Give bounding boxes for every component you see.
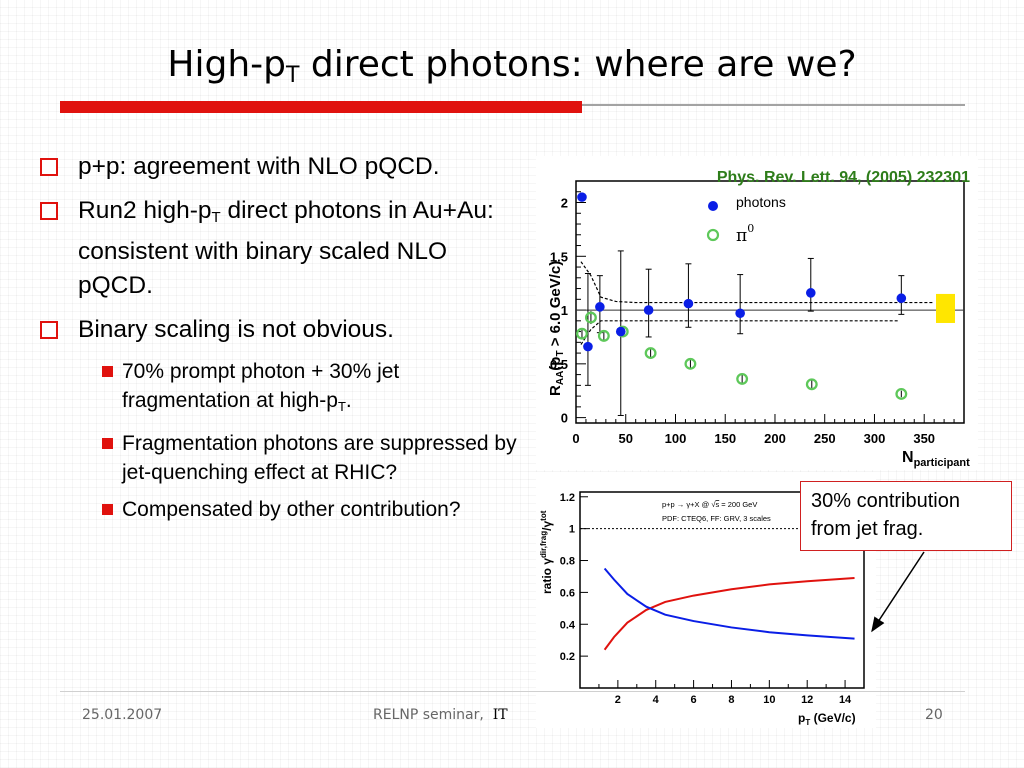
ratio-x-tick-label: 14	[839, 694, 852, 706]
filled-square-bullet-icon	[102, 438, 113, 449]
legend-pi0-marker	[706, 228, 720, 242]
bullet-text: p+p: agreement with NLO pQCD.	[78, 153, 440, 180]
raa-y-axis-label: RAA(pT > 6.0 GeV/c)	[547, 261, 566, 396]
raa-y-tick-label: 1.5	[550, 249, 568, 264]
footer-page-number: 20	[925, 707, 943, 723]
raa-x-tick-label: 0	[572, 431, 579, 446]
bullet-text-sub: T	[211, 209, 221, 226]
photon-data-point	[643, 305, 654, 315]
ratio-x-tick-label: 4	[653, 694, 660, 706]
callout-arrow-icon	[871, 551, 925, 633]
sub-bullet-item: 70% prompt photon + 30% jet fragmentatio…	[102, 357, 520, 421]
ratio-legend-line-1: p+p → γ+X @ √s = 200 GeV	[662, 500, 757, 509]
ratio-y-axis-label: ratio γdir,frag/γtot	[539, 510, 554, 594]
hollow-square-bullet-icon	[40, 321, 58, 339]
title-underline-gray	[582, 104, 965, 106]
bullet-text-pre: Run2 high-p	[78, 197, 212, 224]
ratio-x-tick-label: 6	[691, 694, 697, 706]
jet-frag-callout: 30% contribution from jet frag.	[800, 481, 1012, 551]
footer-rule	[60, 691, 965, 692]
raa-chart-title: Phys. Rev. Lett. 94, (2005) 232301	[717, 169, 970, 186]
bullet-text: Binary scaling is not obvious.	[78, 316, 394, 343]
ratio-x-tick-label: 10	[763, 694, 775, 706]
pi0-data-point	[576, 327, 588, 340]
ratio-y-tick-label: 1.2	[560, 492, 575, 504]
ratio-y-tick-label: 0.6	[560, 587, 575, 599]
pi0-data-point	[644, 347, 657, 360]
sub-bullet-text: Fragmentation photons are suppressed by …	[122, 432, 517, 484]
callout-line: from jet frag.	[811, 518, 924, 540]
hollow-square-bullet-icon	[40, 202, 58, 220]
raa-y-tick-label: 0.5	[550, 357, 568, 372]
legend-pi0-label: π0	[736, 222, 754, 246]
pi0-data-point	[736, 372, 749, 385]
ratio-y-tick-label: 0.8	[560, 556, 575, 568]
photon-data-point	[595, 302, 605, 312]
footer-seminar: RELNP seminar, IT	[373, 707, 508, 723]
photon-data-point	[896, 293, 907, 304]
sub-bullet-text: Compensated by other contribution?	[122, 498, 461, 521]
sub-bullet-item: Fragmentation photons are suppressed by …	[102, 429, 520, 487]
raa-y-tick-label: 0	[561, 411, 568, 426]
bullet-list: p+p: agreement with NLO pQCD. Run2 high-…	[40, 150, 520, 532]
pi0-data-point	[684, 357, 697, 370]
raa-nlo-band-lower	[580, 320, 900, 345]
bullet-item: Binary scaling is not obvious.	[40, 313, 520, 347]
pi0-data-point	[597, 329, 610, 342]
ratio-x-tick-label: 8	[728, 694, 734, 706]
raa-x-tick-label: 100	[665, 431, 687, 446]
footer-date: 25.01.2007	[82, 707, 163, 723]
photon-data-point	[683, 298, 694, 309]
ratio-curve-direct	[603, 567, 855, 640]
hollow-square-bullet-icon	[40, 158, 58, 176]
bullet-item: p+p: agreement with NLO pQCD.	[40, 150, 520, 184]
photon-data-point	[735, 308, 745, 319]
filled-square-bullet-icon	[102, 366, 113, 377]
raa-y-tick-label: 1	[561, 303, 568, 318]
raa-chart-svg: Phys. Rev. Lett. 94, (2005) 232301 RAA(p…	[547, 169, 970, 469]
raa-scale-uncertainty-box	[936, 293, 955, 323]
raa-x-tick-label: 350	[913, 431, 935, 446]
photon-data-point	[615, 326, 626, 337]
filled-square-bullet-icon	[102, 504, 113, 515]
raa-x-axis-label: Nparticipant	[902, 449, 970, 469]
raa-x-tick-label: 50	[619, 431, 633, 446]
legend-photons-label: photons	[736, 194, 786, 210]
sub-bullet-text-pre: 70% prompt photon + 30% jet fragmentatio…	[122, 360, 400, 412]
ratio-legend-line-2: PDF: CTEQ6, FF: GRV, 3 scales	[662, 514, 771, 523]
legend-photons-marker	[708, 201, 718, 211]
svg-text:ratio γdir,frag/γtot: ratio γdir,frag/γtot	[539, 510, 554, 594]
title-underline-red	[60, 101, 582, 113]
raa-x-tick-label: 250	[814, 431, 836, 446]
raa-x-tick-label: 300	[864, 431, 886, 446]
slide-title: High-pT direct photons: where are we?	[167, 44, 857, 88]
sub-bullet-text-sub: T	[337, 399, 346, 414]
sub-bullet-text-post: .	[345, 389, 352, 412]
ratio-x-axis-label: pT (GeV/c)	[798, 711, 856, 727]
pi0-data-point	[584, 311, 597, 324]
callout-line: 30% contribution	[811, 490, 960, 512]
bullet-item: Run2 high-pT direct photons in Au+Au: co…	[40, 194, 520, 303]
sub-bullet-item: Compensated by other contribution?	[102, 495, 520, 524]
raa-chart: Phys. Rev. Lett. 94, (2005) 232301 RAA(p…	[536, 156, 978, 470]
photon-data-point	[583, 341, 593, 352]
photon-data-point	[805, 288, 816, 298]
ratio-y-tick-label: 0.2	[560, 651, 575, 663]
pi0-data-point	[895, 388, 908, 400]
ratio-x-tick-label: 12	[801, 694, 813, 706]
raa-y-tick-label: 2	[561, 196, 568, 211]
ratio-y-tick-label: 0.4	[560, 619, 576, 631]
pi0-data-point	[805, 378, 818, 391]
ratio-x-tick-label: 2	[615, 694, 621, 706]
bullet-text-post: direct photons in Au+Au: consistent with…	[78, 197, 494, 299]
svg-text:RAA(pT > 6.0 GeV/c): RAA(pT > 6.0 GeV/c)	[547, 261, 566, 396]
raa-x-tick-label: 200	[764, 431, 786, 446]
photon-data-point	[577, 192, 587, 202]
ratio-y-tick-label: 1	[569, 524, 575, 536]
ratio-curve-fragmentation	[603, 577, 855, 651]
raa-x-tick-label: 150	[714, 431, 736, 446]
